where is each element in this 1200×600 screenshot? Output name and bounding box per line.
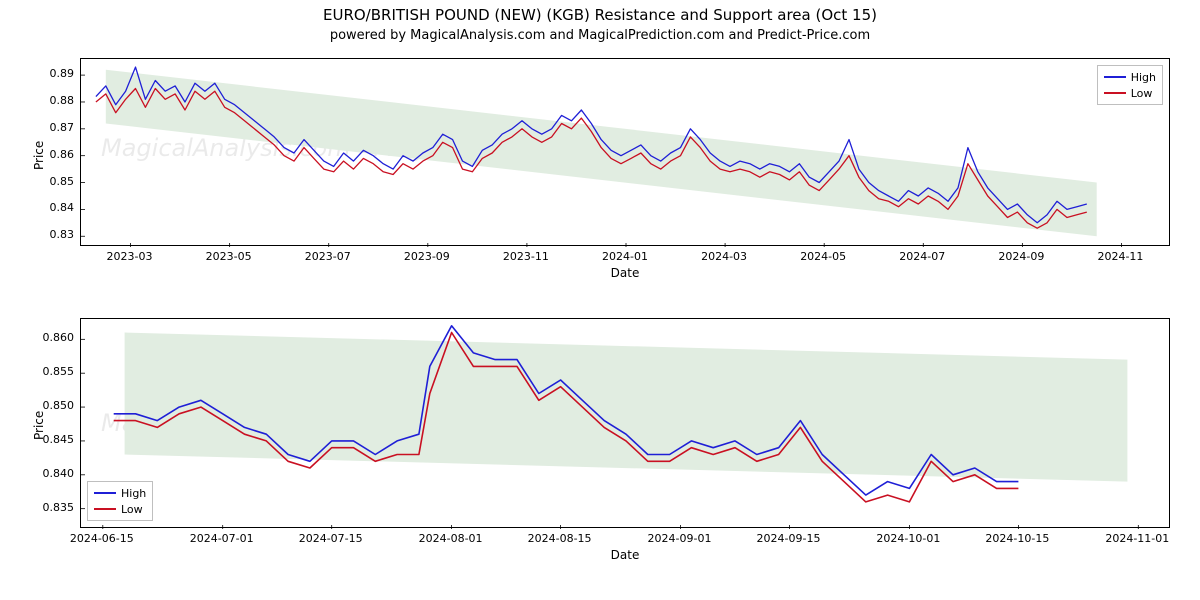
xtick-label: 2024-01 bbox=[602, 250, 648, 263]
ytick-label: 0.87 bbox=[30, 121, 74, 134]
xtick-label: 2023-05 bbox=[206, 250, 252, 263]
xtick-label: 2023-07 bbox=[305, 250, 351, 263]
ytick-label: 0.835 bbox=[30, 501, 74, 514]
xtick-label: 2023-11 bbox=[503, 250, 549, 263]
legend-label-high: High bbox=[1131, 71, 1156, 84]
xtick-label: 2024-10-15 bbox=[985, 532, 1049, 545]
legend-label-high-b: High bbox=[121, 487, 146, 500]
xtick-label: 2024-06-15 bbox=[70, 532, 134, 545]
legend-item-low: Low bbox=[1104, 85, 1156, 101]
xtick-label: 2024-11 bbox=[1097, 250, 1143, 263]
legend-swatch-high bbox=[1104, 76, 1126, 78]
legend-bottom: High Low bbox=[87, 481, 153, 521]
legend-swatch-low bbox=[1104, 92, 1126, 94]
ytick-label: 0.89 bbox=[30, 67, 74, 80]
ytick-label: 0.84 bbox=[30, 201, 74, 214]
ytick-label: 0.85 bbox=[30, 175, 74, 188]
legend-swatch-high-b bbox=[94, 492, 116, 494]
legend-item-low-b: Low bbox=[94, 501, 146, 517]
ytick-label: 0.845 bbox=[30, 433, 74, 446]
xtick-label: 2024-07 bbox=[899, 250, 945, 263]
xlabel-bottom: Date bbox=[80, 548, 1170, 562]
xtick-label: 2024-07-15 bbox=[299, 532, 363, 545]
legend-item-high: High bbox=[1104, 69, 1156, 85]
xtick-label: 2024-08-01 bbox=[419, 532, 483, 545]
figure: EURO/BRITISH POUND (NEW) (KGB) Resistanc… bbox=[0, 0, 1200, 600]
xtick-label: 2024-08-15 bbox=[528, 532, 592, 545]
xtick-label: 2024-07-01 bbox=[190, 532, 254, 545]
legend-label-low: Low bbox=[1131, 87, 1153, 100]
xtick-label: 2024-05 bbox=[800, 250, 846, 263]
xtick-label: 2024-09-01 bbox=[648, 532, 712, 545]
xtick-label: 2023-09 bbox=[404, 250, 450, 263]
legend-item-high-b: High bbox=[94, 485, 146, 501]
chart-subtitle: powered by MagicalAnalysis.com and Magic… bbox=[0, 28, 1200, 43]
ytick-label: 0.83 bbox=[30, 228, 74, 241]
xtick-label: 2023-03 bbox=[107, 250, 153, 263]
legend-label-low-b: Low bbox=[121, 503, 143, 516]
ytick-label: 0.855 bbox=[30, 365, 74, 378]
chart-svg-bottom bbox=[81, 319, 1171, 529]
legend-top: High Low bbox=[1097, 65, 1163, 105]
price-panel-bottom: MagicalAnalysis.com · MagicalPrediction.… bbox=[80, 318, 1170, 528]
ytick-label: 0.840 bbox=[30, 467, 74, 480]
price-panel-top: MagicalAnalysis.com · MagicalPrediction.… bbox=[80, 58, 1170, 246]
xtick-label: 2024-11-01 bbox=[1105, 532, 1169, 545]
ytick-label: 0.86 bbox=[30, 148, 74, 161]
ytick-label: 0.850 bbox=[30, 399, 74, 412]
chart-title: EURO/BRITISH POUND (NEW) (KGB) Resistanc… bbox=[0, 6, 1200, 24]
xtick-label: 2024-10-01 bbox=[876, 532, 940, 545]
ytick-label: 0.88 bbox=[30, 94, 74, 107]
ytick-label: 0.860 bbox=[30, 331, 74, 344]
chart-svg-top bbox=[81, 59, 1171, 247]
legend-swatch-low-b bbox=[94, 508, 116, 510]
xtick-label: 2024-09 bbox=[998, 250, 1044, 263]
xtick-label: 2024-03 bbox=[701, 250, 747, 263]
xlabel-top: Date bbox=[80, 266, 1170, 280]
xtick-label: 2024-09-15 bbox=[757, 532, 821, 545]
